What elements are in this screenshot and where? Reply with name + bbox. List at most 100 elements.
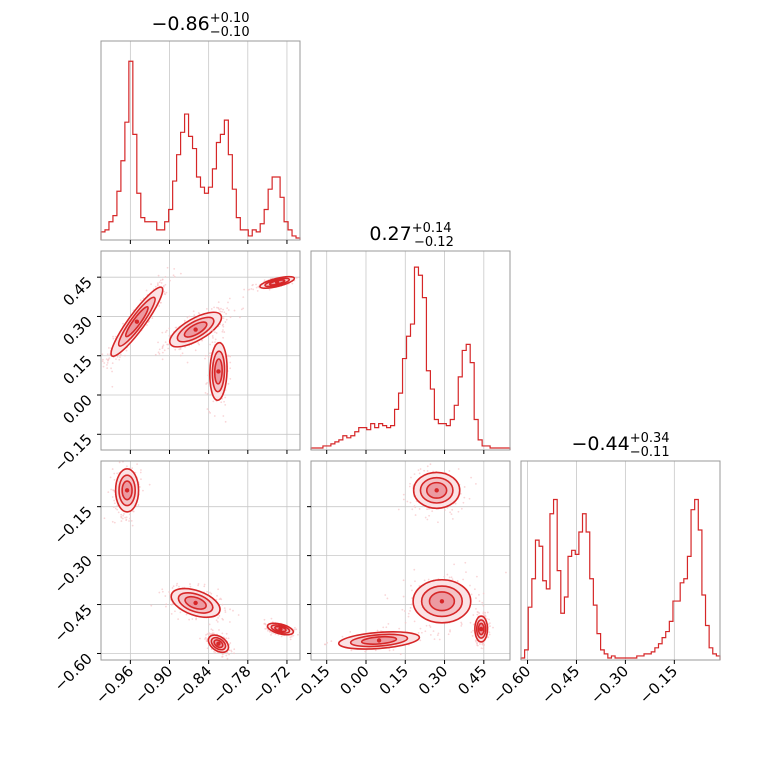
sample-point <box>225 312 228 315</box>
sample-point <box>227 301 229 304</box>
sample-point <box>425 624 428 627</box>
sample-point <box>399 653 402 656</box>
sample-point <box>106 361 109 364</box>
sample-point <box>106 367 109 370</box>
sample-point <box>159 279 162 282</box>
sample-point <box>119 353 122 356</box>
sample-point <box>429 463 432 466</box>
y-tick-label: −0.15 <box>51 430 96 475</box>
sample-point <box>470 631 473 634</box>
sample-point <box>423 579 426 582</box>
sample-point <box>409 482 411 485</box>
sample-point <box>179 354 182 357</box>
sample-point <box>222 323 225 326</box>
sample-point <box>175 326 178 329</box>
sample-point <box>214 331 216 333</box>
sample-point <box>482 647 485 650</box>
sample-point <box>426 465 429 468</box>
sample-point <box>457 510 460 513</box>
sample-point <box>188 618 191 621</box>
sample-point <box>451 578 454 581</box>
sample-point <box>406 500 409 503</box>
contour-peak <box>216 641 221 646</box>
contour-peak <box>478 626 484 632</box>
sample-point <box>221 632 224 635</box>
sample-point <box>409 501 412 504</box>
sample-point <box>409 609 411 612</box>
sample-point <box>159 301 162 304</box>
sample-point <box>472 629 474 632</box>
sample-point <box>106 364 108 366</box>
sample-point <box>203 583 206 586</box>
sample-point <box>123 512 125 515</box>
sample-point <box>165 605 167 608</box>
sample-point <box>172 274 175 277</box>
sample-point <box>192 310 195 313</box>
sample-point <box>216 306 218 309</box>
sample-point <box>204 391 207 394</box>
sample-point <box>158 591 161 594</box>
sample-point <box>404 621 407 624</box>
sample-point <box>186 361 189 364</box>
sample-point <box>224 396 227 399</box>
sample-point <box>402 493 405 496</box>
sample-point <box>449 630 451 633</box>
title-minus: −0.10 <box>210 25 250 40</box>
sample-point <box>270 617 273 620</box>
sample-point <box>162 285 165 288</box>
sample-point <box>426 518 429 521</box>
x-tick-label: −0.15 <box>636 662 681 707</box>
sample-point <box>224 611 227 613</box>
sample-point <box>470 476 473 479</box>
sample-point <box>220 401 223 404</box>
sample-point <box>446 573 449 576</box>
sample-point <box>480 647 483 650</box>
sample-point <box>161 351 164 354</box>
title-plus: +0.14 <box>412 221 452 236</box>
sample-point <box>481 642 484 645</box>
sample-point <box>208 632 211 634</box>
sample-point <box>488 622 491 625</box>
sample-point <box>115 358 117 361</box>
sample-point <box>181 352 184 355</box>
sample-point <box>116 355 119 358</box>
sample-point <box>145 289 148 292</box>
sample-point <box>211 341 214 344</box>
sample-point <box>294 626 296 629</box>
sample-point <box>168 591 170 593</box>
sample-point <box>223 331 226 333</box>
sample-point <box>199 637 201 640</box>
sample-point <box>163 292 166 295</box>
sample-point <box>157 351 160 354</box>
sample-point <box>222 308 225 311</box>
sample-point <box>224 403 227 406</box>
x-tick-label: −0.72 <box>249 662 294 707</box>
sample-point <box>158 352 161 355</box>
sample-point <box>417 631 420 634</box>
sample-point <box>229 316 232 319</box>
sample-point <box>125 349 128 352</box>
sample-point <box>174 610 176 613</box>
sample-point <box>295 628 298 631</box>
sample-point <box>113 499 116 502</box>
sample-point <box>242 296 245 299</box>
sample-point <box>162 344 165 347</box>
sample-point <box>158 305 161 307</box>
sample-point <box>204 357 206 360</box>
sample-point <box>349 630 352 633</box>
scatter-panel-p2_p1: −0.15 0.00 0.15 0.30 0.45 <box>288 460 511 707</box>
sample-point <box>120 520 123 522</box>
sample-point <box>471 635 474 637</box>
sample-point <box>165 329 168 332</box>
sample-point <box>209 633 212 635</box>
sample-point <box>132 510 135 513</box>
sample-point <box>156 282 159 285</box>
sample-point <box>424 630 427 633</box>
sample-point <box>213 415 216 417</box>
histogram-step <box>310 266 511 450</box>
sample-point <box>486 611 489 614</box>
sample-point <box>101 353 104 356</box>
sample-point <box>204 354 207 357</box>
sample-point <box>428 514 431 517</box>
sample-point <box>417 469 420 472</box>
